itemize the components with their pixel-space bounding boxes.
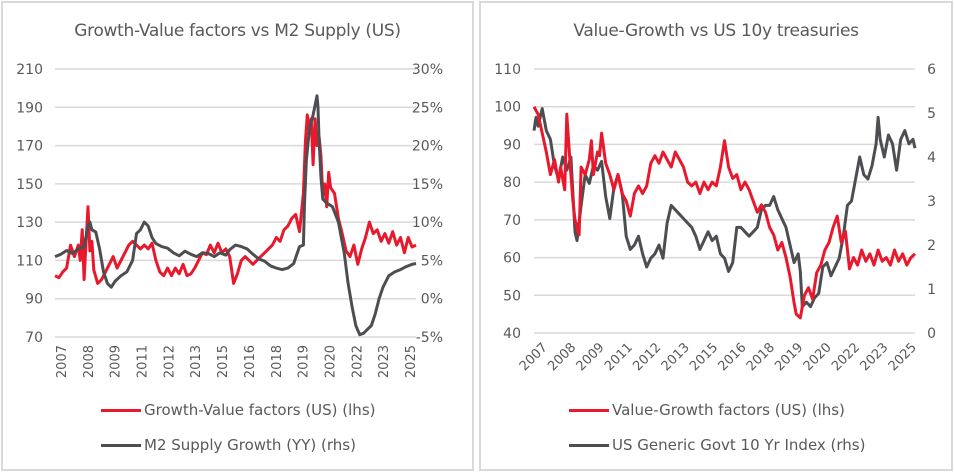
y-left-tick-label: 110 xyxy=(16,253,43,269)
chart-title: Growth-Value factors vs M2 Supply (US) xyxy=(74,21,401,41)
y-right-tick-label: 4 xyxy=(927,150,936,166)
x-tick-label: 2011 xyxy=(602,340,636,374)
y-left-tick-label: 90 xyxy=(503,137,521,153)
x-tick-label: 2015 xyxy=(216,345,231,378)
y-left-tick-label: 80 xyxy=(503,175,521,191)
y-right-tick-label: 3 xyxy=(927,194,936,210)
x-tick-label: 2009 xyxy=(574,340,608,374)
legend-swatch-grey xyxy=(101,443,141,447)
x-tick-label: 2009 xyxy=(109,345,124,378)
x-tick-label: 2007 xyxy=(55,345,70,378)
x-tick-label: 2016 xyxy=(716,340,750,374)
series-line-2 xyxy=(54,94,417,337)
x-tick-label: 2019 xyxy=(297,345,312,378)
x-tick-label: 2013 xyxy=(659,340,693,374)
y-left-tick-label: 190 xyxy=(16,100,43,116)
chart-plot: 70 90 110 130 150 170 190 210 -5% 0% 5% 10% 15% 20% 25… xyxy=(16,62,443,378)
x-tick-label: 2019 xyxy=(772,340,806,374)
x-tick-label: 2022 xyxy=(829,340,863,374)
y-left-tick-label: 90 xyxy=(25,292,43,308)
y-left-tick-label: 170 xyxy=(16,139,43,155)
y-right-tick-label: 20% xyxy=(412,139,443,155)
y-right-tick-label: 2 xyxy=(927,238,936,254)
y-right-tick-label: 30% xyxy=(412,62,443,78)
y-left-tick-label: 40 xyxy=(503,326,521,342)
x-tick-label: 2015 xyxy=(687,340,721,374)
x-tick-label: 2008 xyxy=(82,345,97,378)
y-right-tick-label: 5% xyxy=(421,253,443,269)
legend-swatch-red xyxy=(101,408,141,412)
x-tick-label: 2007 xyxy=(517,340,551,374)
x-tick-label: 2012 xyxy=(630,340,664,374)
legend-label: Value-Growth factors (US) (lhs) xyxy=(612,401,845,419)
x-tick-label: 2020 xyxy=(323,345,338,378)
legend-item-series-1: Value-Growth factors (US) (lhs) xyxy=(569,401,845,419)
y-left-tick-label: 60 xyxy=(503,251,521,267)
y-right-tick-label: 25% xyxy=(412,100,443,116)
y-left-tick-label: 70 xyxy=(503,213,521,229)
y-left-tick-label: 130 xyxy=(16,215,43,231)
y-right-tick-label: 0% xyxy=(421,292,443,308)
x-tick-label: 2013 xyxy=(189,345,204,378)
x-tick-label: 2023 xyxy=(857,340,891,374)
x-tick-label: 2025 xyxy=(404,345,419,378)
y-left-tick-label: 100 xyxy=(494,100,521,116)
chart-plot: 4050607080901001100123456200720082009201… xyxy=(494,62,936,374)
y-left-tick-label: 50 xyxy=(503,288,521,304)
y-right-tick-label: 0 xyxy=(927,326,936,342)
legend-item-series-1: Growth-Value factors (US) (lhs) xyxy=(101,401,375,419)
y-left-tick-label: 70 xyxy=(25,330,43,346)
y-left-tick-label: 110 xyxy=(494,62,521,78)
y-left-tick-label: 210 xyxy=(16,62,43,78)
legend-label: M2 Supply Growth (YY) (rhs) xyxy=(144,436,356,454)
x-tick-label: 2008 xyxy=(545,340,579,374)
y-right-tick-label: -5% xyxy=(416,330,443,346)
y-right-tick-label: 15% xyxy=(412,177,443,193)
x-tick-label: 2025 xyxy=(886,340,920,374)
y-right-tick-label: 5 xyxy=(927,106,936,122)
series-line-1 xyxy=(54,113,417,285)
x-tick-label: 2016 xyxy=(243,345,258,378)
x-tick-label: 2018 xyxy=(270,345,285,378)
y-right-tick-label: 6 xyxy=(927,62,936,78)
legend-swatch-grey xyxy=(569,443,609,447)
x-tick-label: 2022 xyxy=(350,345,365,378)
x-tick-label: 2018 xyxy=(744,340,778,374)
legend-item-series-2: US Generic Govt 10 Yr Index (rhs) xyxy=(569,436,865,454)
legend-label: Growth-Value factors (US) (lhs) xyxy=(144,401,376,419)
x-tick-label: 2020 xyxy=(801,340,835,374)
series-line-1 xyxy=(532,105,917,320)
x-tick-label: 2011 xyxy=(136,345,151,378)
chart-title: Value-Growth vs US 10y treasuries xyxy=(573,21,859,41)
legend-item-series-2: M2 Supply Growth (YY) (rhs) xyxy=(101,436,356,454)
series-line-2 xyxy=(532,107,917,309)
chart-panel-growth-value-m2: Growth-Value factors vs M2 Supply (US) 7… xyxy=(1,1,474,471)
y-left-tick-label: 150 xyxy=(16,177,43,193)
x-tick-label: 2023 xyxy=(377,345,392,378)
legend-swatch-red xyxy=(569,408,609,412)
legend-label: US Generic Govt 10 Yr Index (rhs) xyxy=(612,436,866,454)
y-right-tick-label: 10% xyxy=(412,215,443,231)
x-tick-label: 2012 xyxy=(162,345,177,378)
y-right-tick-label: 1 xyxy=(927,282,936,298)
chart-panel-value-growth-treasuries: Value-Growth vs US 10y treasuries 40 50 60… xyxy=(479,1,953,471)
